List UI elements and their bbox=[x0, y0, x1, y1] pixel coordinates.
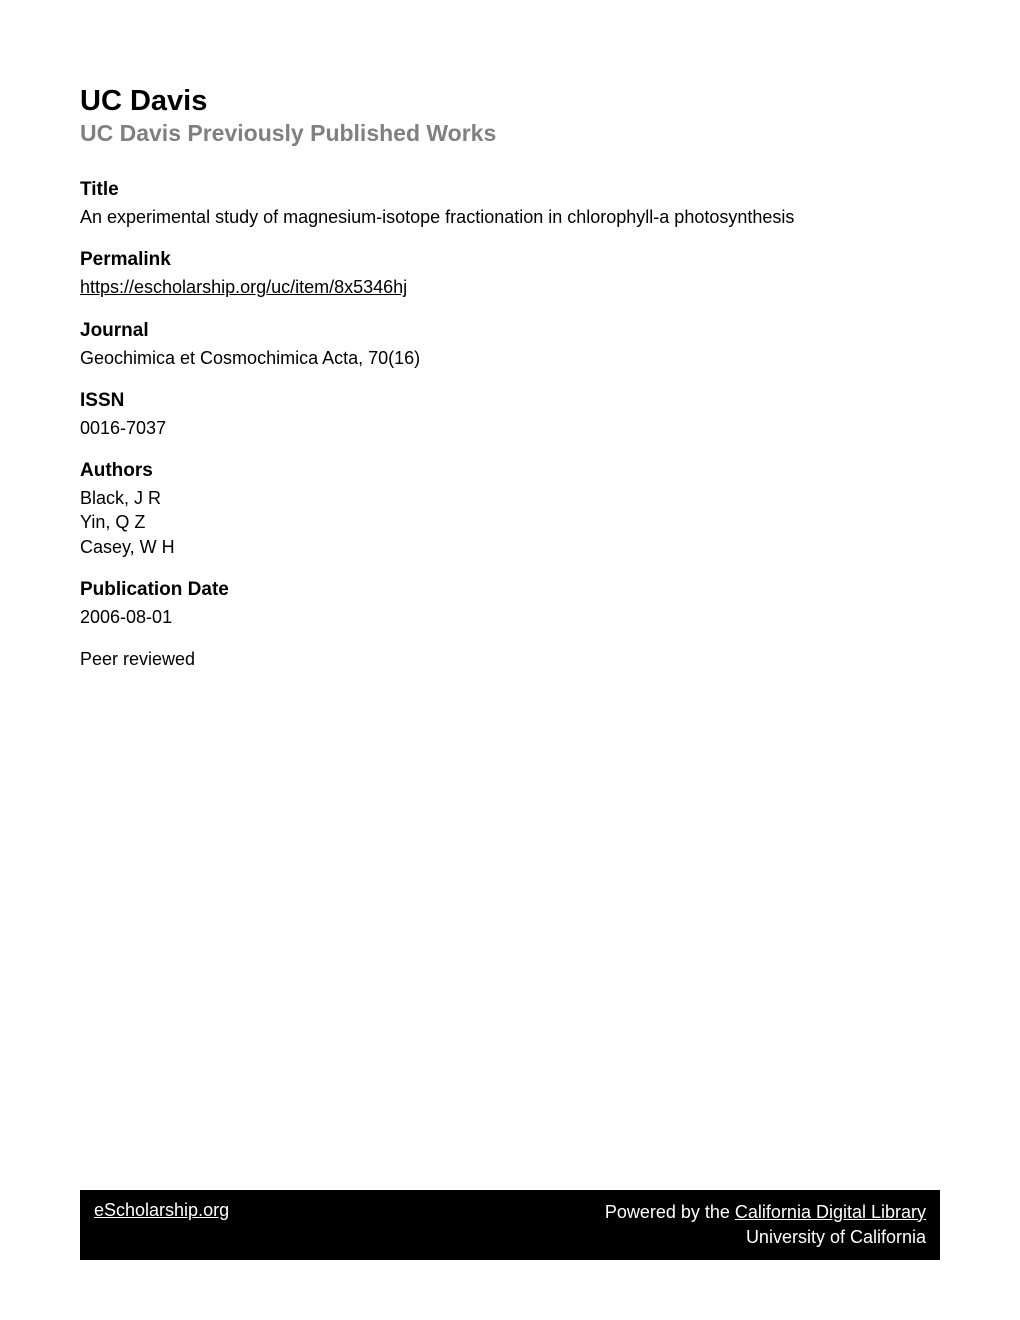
institution-title: UC Davis bbox=[80, 85, 940, 118]
escholarship-link[interactable]: eScholarship.org bbox=[94, 1200, 229, 1220]
footer-powered-by: Powered by the bbox=[605, 1202, 735, 1222]
authors-list: Black, J R Yin, Q Z Casey, W H bbox=[80, 486, 940, 559]
permalink-section: Permalink https://escholarship.org/uc/it… bbox=[80, 249, 940, 299]
journal-heading: Journal bbox=[80, 320, 940, 342]
author-item: Black, J R bbox=[80, 486, 940, 510]
journal-section: Journal Geochimica et Cosmochimica Acta,… bbox=[80, 320, 940, 370]
cdl-link[interactable]: California Digital Library bbox=[735, 1202, 926, 1222]
issn-section: ISSN 0016-7037 bbox=[80, 390, 940, 440]
permalink-heading: Permalink bbox=[80, 249, 940, 271]
authors-heading: Authors bbox=[80, 460, 940, 482]
page-subtitle: UC Davis Previously Published Works bbox=[80, 120, 940, 147]
title-content: An experimental study of magnesium-isoto… bbox=[80, 205, 940, 229]
journal-content: Geochimica et Cosmochimica Acta, 70(16) bbox=[80, 346, 940, 370]
publication-date-content: 2006-08-01 bbox=[80, 605, 940, 629]
page-footer: eScholarship.org Powered by the Californ… bbox=[80, 1190, 940, 1260]
peer-reviewed-label: Peer reviewed bbox=[80, 649, 940, 670]
publication-date-section: Publication Date 2006-08-01 bbox=[80, 579, 940, 629]
title-section: Title An experimental study of magnesium… bbox=[80, 179, 940, 229]
author-item: Casey, W H bbox=[80, 535, 940, 559]
footer-university: University of California bbox=[605, 1225, 926, 1250]
author-item: Yin, Q Z bbox=[80, 510, 940, 534]
permalink-link[interactable]: https://escholarship.org/uc/item/8x5346h… bbox=[80, 277, 407, 297]
footer-right: Powered by the California Digital Librar… bbox=[605, 1200, 926, 1250]
publication-date-heading: Publication Date bbox=[80, 579, 940, 601]
issn-content: 0016-7037 bbox=[80, 416, 940, 440]
authors-section: Authors Black, J R Yin, Q Z Casey, W H bbox=[80, 460, 940, 559]
issn-heading: ISSN bbox=[80, 390, 940, 412]
title-heading: Title bbox=[80, 179, 940, 201]
